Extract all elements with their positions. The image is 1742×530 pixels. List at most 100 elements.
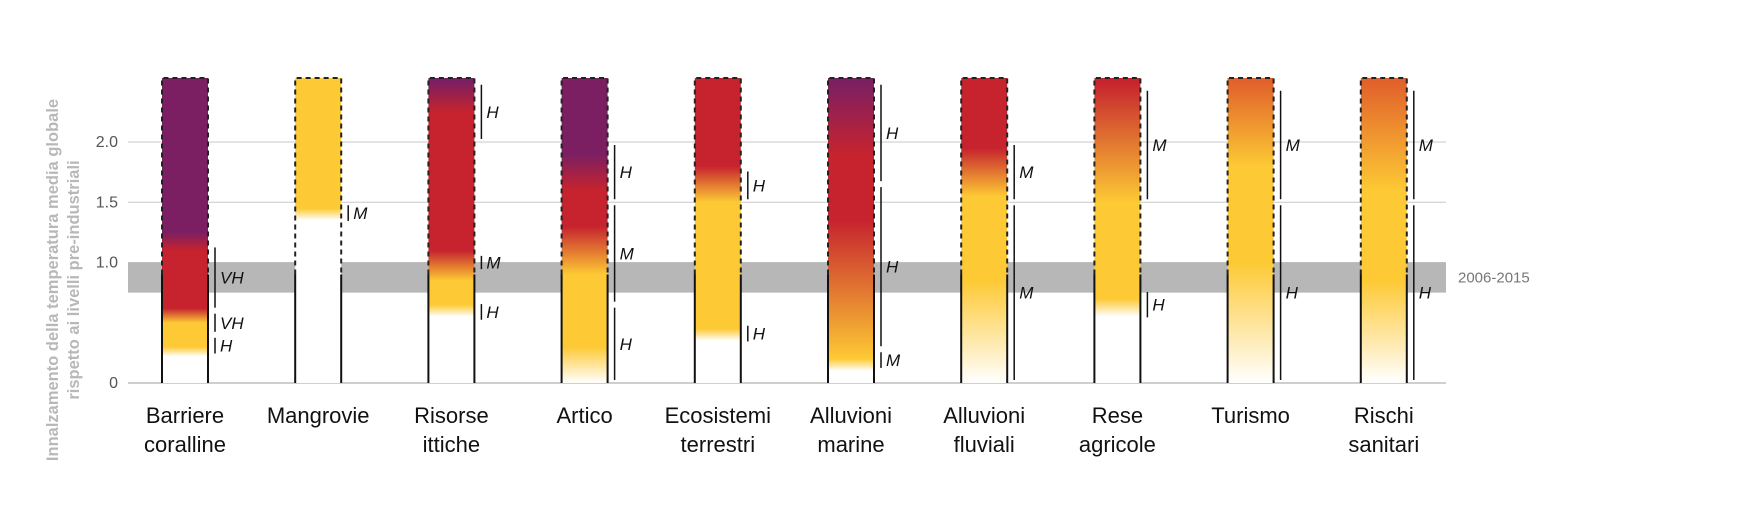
confidence-marker: H — [613, 307, 633, 380]
risk-bar — [693, 77, 742, 383]
category-label-line: coralline — [144, 432, 226, 457]
confidence-level-label: H — [486, 303, 499, 322]
y-tick-label: 1.0 — [96, 255, 118, 272]
risk-bar-fill — [1360, 78, 1407, 383]
category-label-line: Barriere — [146, 403, 224, 428]
risk-bar-fill — [162, 78, 208, 383]
category-label: Barriere coralline — [144, 403, 226, 457]
confidence-level-label: M — [1019, 284, 1034, 303]
category-label-line: Turismo — [1211, 403, 1290, 428]
category-label: Artico — [556, 403, 612, 428]
category-label-line: Alluvioni — [943, 403, 1025, 428]
risk-bar-fill — [428, 78, 475, 383]
risk-bar — [1093, 77, 1142, 383]
confidence-marker: H — [480, 84, 499, 139]
category-label-line: marine — [817, 432, 884, 457]
category-label-line: fluviali — [954, 432, 1015, 457]
risk-bar-dashed-outline — [427, 77, 476, 275]
confidence-level-label: H — [753, 325, 766, 344]
category-label-line: agricole — [1079, 432, 1156, 457]
confidence-marker: H — [1279, 205, 1299, 380]
risk-bars — [161, 77, 1408, 383]
confidence-level-label: M — [1019, 163, 1034, 182]
reference-band-rect — [128, 262, 1446, 293]
y-tick-label: 0 — [109, 375, 118, 392]
risk-bar — [427, 77, 476, 383]
risk-bar-dashed-outline — [1093, 77, 1142, 275]
y-axis-title: Innalzamento della temperatura media glo… — [44, 99, 83, 461]
confidence-marker: H — [880, 187, 899, 347]
confidence-marker: H — [747, 171, 766, 200]
confidence-level-label: H — [886, 258, 899, 277]
confidence-level-label: H — [620, 335, 633, 354]
confidence-level-label: M — [1286, 136, 1301, 155]
category-label-line: terrestri — [681, 432, 756, 457]
category-label: Turismo — [1211, 403, 1290, 428]
category-label: Alluvioni marine — [810, 403, 892, 457]
reference-band-label: 2006-2015 — [1458, 270, 1530, 287]
confidence-level-label: M — [1419, 136, 1434, 155]
confidence-level-label: H — [1286, 284, 1299, 303]
reference-band: 2006-2015 — [128, 262, 1530, 293]
risk-bar — [1226, 77, 1275, 383]
confidence-level-label: M — [486, 254, 501, 273]
confidence-level-label: H — [620, 163, 633, 182]
category-label-line: Ecosistemi — [665, 403, 771, 428]
risk-bar — [827, 77, 875, 383]
confidence-marker: M — [347, 204, 368, 223]
confidence-marker: M — [613, 205, 635, 302]
category-label-line: Mangrovie — [267, 403, 370, 428]
confidence-marker: M — [1413, 90, 1434, 200]
y-tick-label: 2.0 — [96, 134, 118, 151]
risk-bar-dashed-outline — [1226, 77, 1275, 275]
risk-bar — [1359, 77, 1408, 383]
risk-bar-fill — [828, 78, 874, 383]
confidence-level-label: H — [886, 124, 899, 143]
category-label-line: Rischi — [1354, 403, 1414, 428]
confidence-marker: M — [880, 351, 901, 370]
category-label-line: sanitari — [1348, 432, 1419, 457]
risk-bar — [960, 77, 1009, 383]
confidence-marker: H — [747, 325, 766, 344]
confidence-marker: H — [613, 145, 633, 200]
category-label: Risorse ittiche — [414, 403, 489, 457]
risk-bar-dashed-outline — [827, 77, 875, 275]
risk-bar-fill — [561, 78, 608, 383]
confidence-level-label: H — [220, 337, 233, 356]
category-label-line: ittiche — [423, 432, 480, 457]
risk-bar-fill — [1227, 78, 1274, 383]
confidence-level-label: M — [353, 204, 368, 223]
risk-bar — [161, 77, 209, 383]
risk-bar-fill — [961, 78, 1008, 383]
y-axis-ticks: 0 1.0 1.5 2.0 — [96, 134, 118, 392]
category-label-line: Rese — [1092, 403, 1143, 428]
risk-bar-dashed-outline — [294, 77, 343, 275]
risk-bar-dashed-outline — [560, 77, 609, 275]
risk-bar-dashed-outline — [161, 77, 209, 275]
risk-bar-dashed-outline — [693, 77, 742, 275]
category-label-line: Risorse — [414, 403, 489, 428]
confidence-marker: M — [480, 254, 501, 273]
category-label: Rese agricole — [1079, 403, 1156, 457]
confidence-marker: H — [214, 337, 233, 356]
category-label: Rischi sanitari — [1348, 403, 1419, 457]
confidence-level-label: H — [753, 176, 766, 195]
risk-bar-dashed-outline — [960, 77, 1009, 275]
confidence-level-label: VH — [220, 314, 244, 333]
confidence-level-label: M — [1152, 136, 1167, 155]
confidence-level-label: M — [886, 351, 901, 370]
confidence-level-label: H — [486, 103, 499, 122]
risk-bar — [560, 77, 609, 383]
confidence-marker: M — [1013, 145, 1034, 200]
confidence-marker: VH — [214, 313, 244, 333]
category-label-line: Artico — [556, 403, 612, 428]
risk-bar-dashed-outline — [1359, 77, 1408, 275]
confidence-marker: H — [480, 303, 499, 322]
confidence-marker: M — [1146, 90, 1167, 200]
risk-bar-fill — [694, 78, 741, 383]
category-label: Mangrovie — [267, 403, 370, 428]
confidence-level-label: H — [1419, 284, 1432, 303]
confidence-marker: M — [1013, 205, 1034, 380]
confidence-level-label: M — [620, 244, 635, 263]
